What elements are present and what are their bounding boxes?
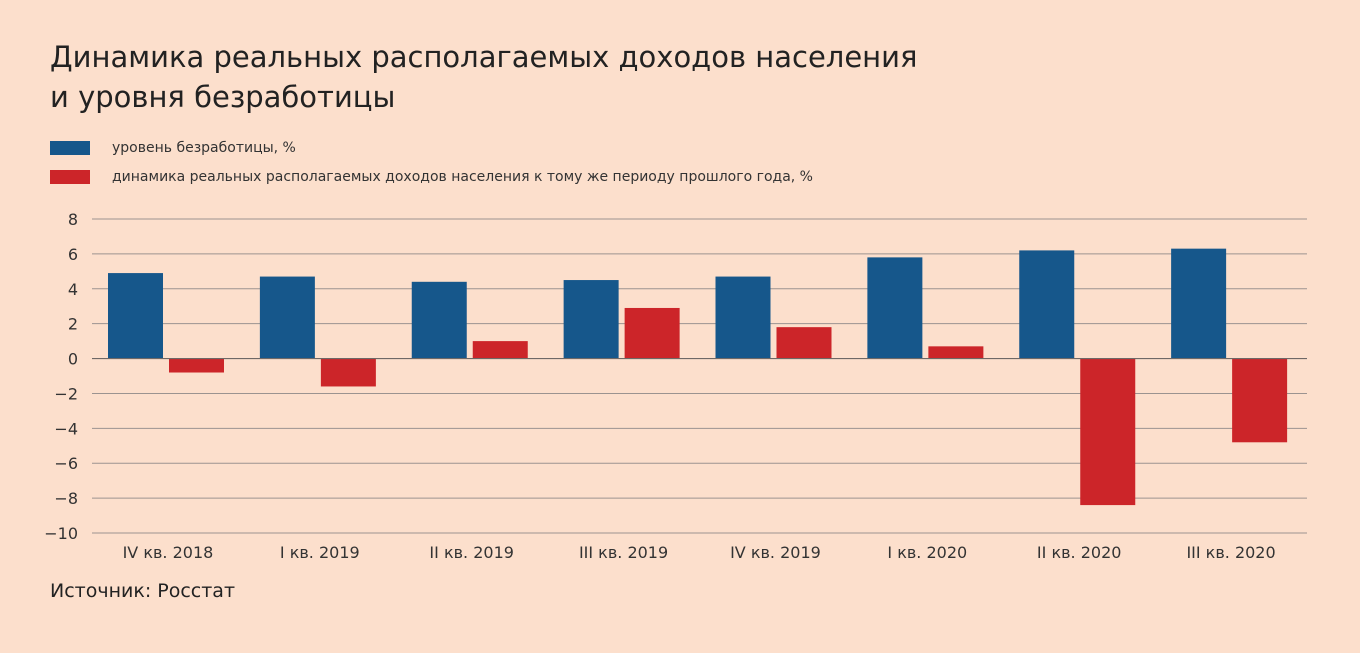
source-note: Источник: Росстат <box>50 580 236 602</box>
legend-label-income: динамика реальных располагаемых доходов … <box>112 169 813 185</box>
bar-income <box>472 341 528 359</box>
x-tick-label: II кв. 2019 <box>429 543 514 562</box>
x-tick-label: I кв. 2020 <box>887 543 967 562</box>
bar-income <box>928 346 984 359</box>
y-tick-label: 8 <box>68 210 78 229</box>
y-tick-label: −4 <box>54 419 78 438</box>
y-tick-label: −2 <box>54 384 78 403</box>
bar-income <box>1080 358 1136 506</box>
legend-swatch-income <box>50 170 90 184</box>
y-tick-label: 2 <box>68 315 78 334</box>
bar-unemployment <box>411 281 467 359</box>
bar-unemployment <box>867 257 923 359</box>
y-tick-label: −10 <box>44 524 78 543</box>
bar-unemployment <box>108 273 163 359</box>
y-tick-label: 4 <box>68 280 78 299</box>
y-tick-label: −6 <box>54 454 78 473</box>
chart-title-line-1: Динамика реальных располагаемых доходов … <box>50 40 918 74</box>
x-tick-label: IV кв. 2018 <box>123 543 214 562</box>
chart-title-line-2: и уровня безработицы <box>50 80 396 114</box>
chart-title: Динамика реальных располагаемых доходов … <box>50 37 1050 117</box>
x-tick-label: IV кв. 2019 <box>730 543 821 562</box>
x-tick-label: II кв. 2020 <box>1037 543 1122 562</box>
legend-swatch-unemployment <box>50 141 90 155</box>
bar-unemployment <box>259 276 315 359</box>
legend-item-income: динамика реальных располагаемых доходов … <box>50 169 813 185</box>
bar-income <box>776 327 832 359</box>
y-tick-label: −8 <box>54 489 78 508</box>
x-tick-label: III кв. 2019 <box>579 543 668 562</box>
chart-legend: уровень безработицы, % динамика реальных… <box>50 140 813 198</box>
bar-income <box>169 358 224 373</box>
y-tick-label: 0 <box>68 350 78 369</box>
bar-unemployment <box>1019 250 1075 359</box>
legend-label-unemployment: уровень безработицы, % <box>112 140 296 156</box>
bar-income <box>624 307 680 359</box>
x-tick-label: I кв. 2019 <box>280 543 360 562</box>
y-tick-label: 6 <box>68 245 78 264</box>
bar-unemployment <box>1171 248 1227 359</box>
bar-income <box>320 358 376 387</box>
bar-unemployment <box>563 280 619 359</box>
legend-item-unemployment: уровень безработицы, % <box>50 140 813 156</box>
x-tick-label: III кв. 2020 <box>1186 543 1275 562</box>
bar-unemployment <box>715 276 771 359</box>
bar-income <box>1232 358 1288 443</box>
